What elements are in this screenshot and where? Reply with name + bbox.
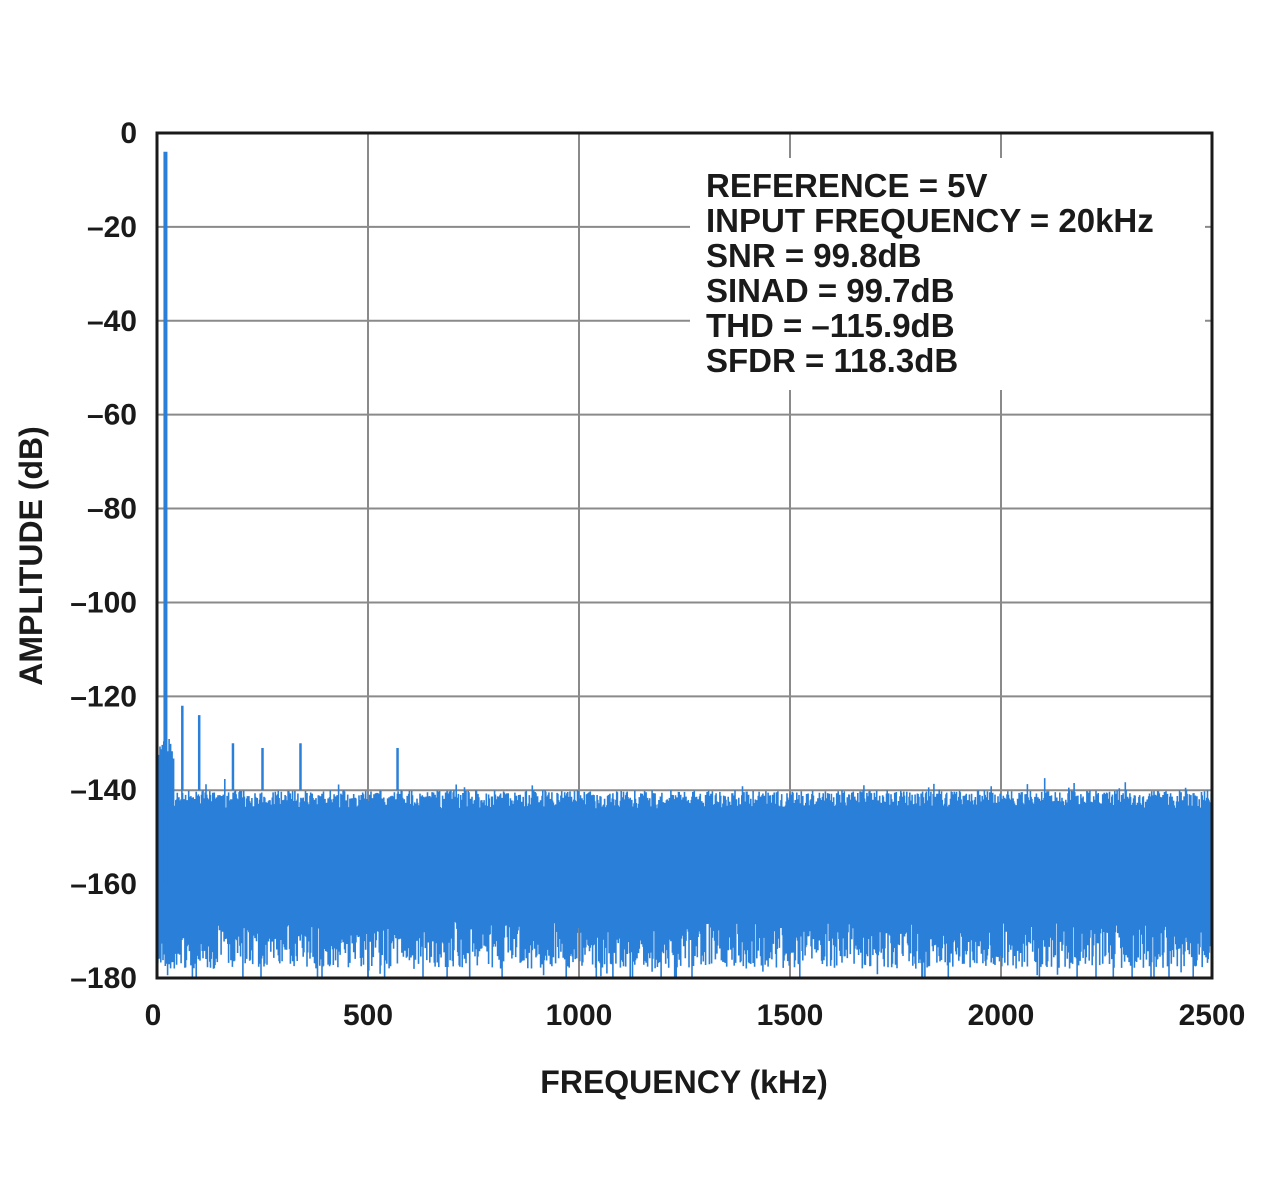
annotation-sinad: SINAD = 99.7dB: [706, 272, 955, 309]
y-tick-label: –160: [70, 868, 137, 901]
x-tick-label: 0: [145, 999, 162, 1032]
annotation-text: REFERENCE = 5V INPUT FREQUENCY = 20kHz S…: [706, 167, 1154, 379]
x-tick-label: 1000: [546, 999, 613, 1032]
y-tick-label: –100: [70, 586, 137, 619]
noise-floor: [156, 739, 1213, 978]
y-tick-label: –20: [87, 211, 137, 244]
annotation-box: [690, 158, 1205, 390]
annotation-snr: SNR = 99.8dB: [706, 237, 922, 274]
y-tick-label: –140: [70, 774, 137, 807]
y-tick-label: –180: [70, 962, 137, 995]
x-axis-title: FREQUENCY (kHz): [540, 1064, 827, 1100]
x-axis-ticks: 0 500 1000 1500 2000 2500: [145, 999, 1246, 1032]
x-tick-label: 1500: [757, 999, 824, 1032]
x-tick-label: 2500: [1179, 999, 1246, 1032]
plot-frame: [155, 131, 1214, 980]
annotation-input-frequency: INPUT FREQUENCY = 20kHz: [706, 202, 1154, 239]
x-tick-label: 2000: [968, 999, 1035, 1032]
y-tick-label: –80: [87, 493, 137, 526]
annotation-reference: REFERENCE = 5V: [706, 167, 988, 204]
y-tick-label: –120: [70, 680, 137, 713]
plot-area: [156, 151, 1213, 978]
y-tick-label: –40: [87, 305, 137, 338]
annotation-thd: THD = –115.9dB: [706, 307, 955, 344]
y-tick-label: –60: [87, 399, 137, 432]
y-axis-ticks: 0 –20 –40 –60 –80 –100 –120 –140 –160 –180: [70, 117, 137, 995]
x-tick-label: 500: [343, 999, 393, 1032]
annotation-sfdr: SFDR = 118.3dB: [706, 342, 958, 379]
y-tick-label: 0: [120, 117, 137, 150]
y-axis-title: AMPLITUDE (dB): [13, 426, 49, 686]
